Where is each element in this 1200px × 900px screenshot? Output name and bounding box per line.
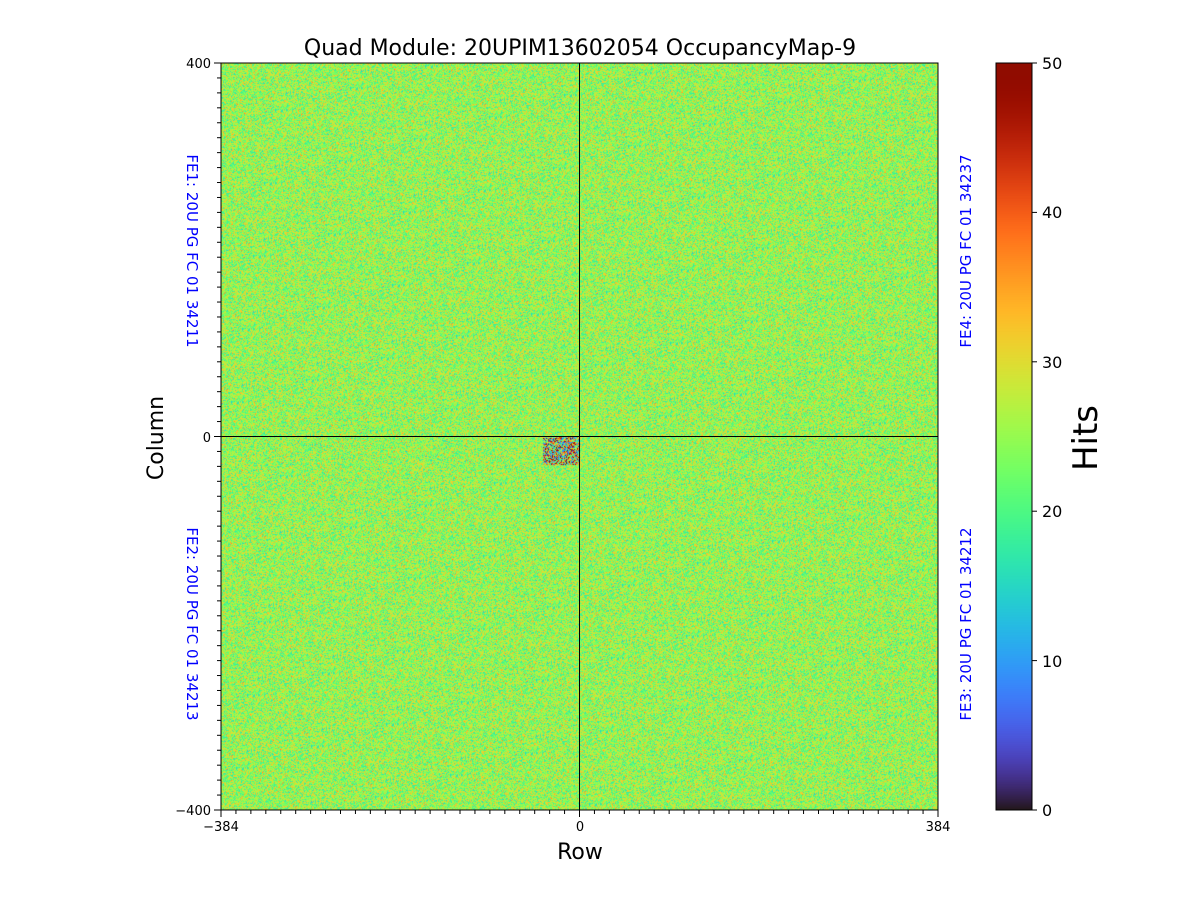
colorbar-ticks xyxy=(1032,62,1037,811)
x-tick-label-max: 384 xyxy=(926,820,951,835)
fe4-label: FE4: 20U PG FC 01 34237 xyxy=(957,154,975,347)
y-tick-label-zero: 0 xyxy=(203,431,211,446)
fe2-label: FE2: 20U PG FC 01 34213 xyxy=(183,527,201,720)
colorbar-label: Hits xyxy=(1066,405,1106,471)
y-tick-label-min: −400 xyxy=(175,804,211,819)
colorbar-tick-label-50: 50 xyxy=(1042,54,1062,73)
x-axis-label: Row xyxy=(557,840,603,865)
colorbar-gradient xyxy=(996,63,1032,810)
colorbar-tick-label-0: 0 xyxy=(1042,801,1052,820)
minor-ticks xyxy=(217,77,924,814)
x-tick-label-min: −384 xyxy=(203,820,239,835)
colorbar-tick-label-30: 30 xyxy=(1042,353,1062,372)
colorbar-frame xyxy=(995,62,1033,811)
chart-title: Quad Module: 20UPIM13602054 OccupancyMap… xyxy=(304,36,856,61)
colorbar-tick-label-40: 40 xyxy=(1042,203,1062,222)
fe3-label: FE3: 20U PG FC 01 34212 xyxy=(957,527,975,720)
colorbar-tick-label-10: 10 xyxy=(1042,652,1062,671)
y-axis-label: Column xyxy=(144,396,169,480)
y-tick-label-max: 400 xyxy=(186,57,211,72)
fe1-label: FE1: 20U PG FC 01 34211 xyxy=(183,154,201,347)
colorbar-tick-label-20: 20 xyxy=(1042,502,1062,521)
x-tick-label-zero: 0 xyxy=(576,820,584,835)
